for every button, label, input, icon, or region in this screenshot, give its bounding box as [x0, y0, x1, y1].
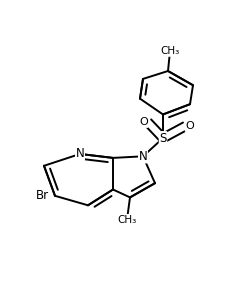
Text: N: N	[76, 148, 84, 160]
Text: N: N	[139, 150, 147, 163]
Text: O: O	[139, 117, 148, 127]
Text: CH₃: CH₃	[160, 46, 180, 56]
Text: Br: Br	[35, 189, 49, 202]
Text: S: S	[159, 132, 167, 145]
Text: O: O	[185, 121, 194, 131]
Text: CH₃: CH₃	[117, 214, 137, 224]
